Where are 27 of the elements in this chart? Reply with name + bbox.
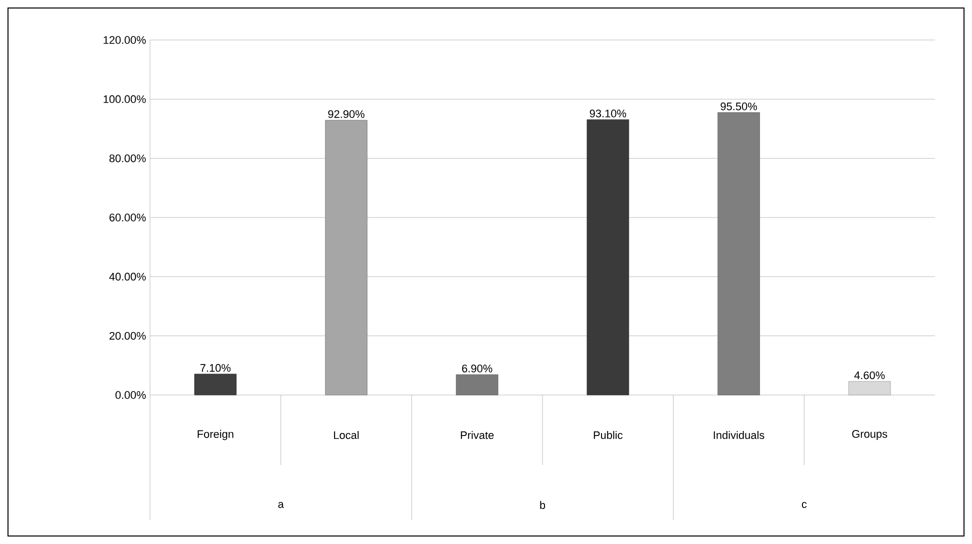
- y-tick-label: 0.00%: [115, 391, 146, 399]
- y-tick-label: 100.00%: [104, 95, 146, 104]
- text: c: [802, 502, 807, 508]
- data-label: 95.50%: [720, 102, 757, 110]
- y-tick-label: 80.00%: [109, 154, 146, 162]
- text: b: [540, 500, 546, 510]
- x-tick-label: Groups: [852, 430, 888, 440]
- data-label: 92.90%: [328, 110, 364, 118]
- text: a: [278, 502, 284, 508]
- data-label: 7.10%: [200, 364, 231, 372]
- data-label: 4.60%: [854, 371, 885, 380]
- y-tick-label: 60.00%: [110, 214, 146, 222]
- data-label: 93.10%: [590, 110, 626, 118]
- y-tick-label: 120.00%: [104, 36, 146, 44]
- x-tick-label: Individuals: [714, 430, 764, 440]
- y-tick-label: 40.00%: [109, 272, 146, 281]
- bar: [586, 119, 630, 396]
- bar: [194, 374, 237, 396]
- x-tick-label: Foreign: [198, 430, 234, 440]
- bar: [718, 112, 760, 396]
- x-tick-label: Public: [594, 430, 623, 440]
- x-tick-label: Local: [334, 430, 359, 440]
- data-label: 6.90%: [462, 364, 492, 372]
- bar: [848, 381, 891, 396]
- y-tick-label: 20.00%: [110, 332, 146, 340]
- bar: [456, 374, 498, 396]
- x-tick-label: Private: [460, 430, 494, 440]
